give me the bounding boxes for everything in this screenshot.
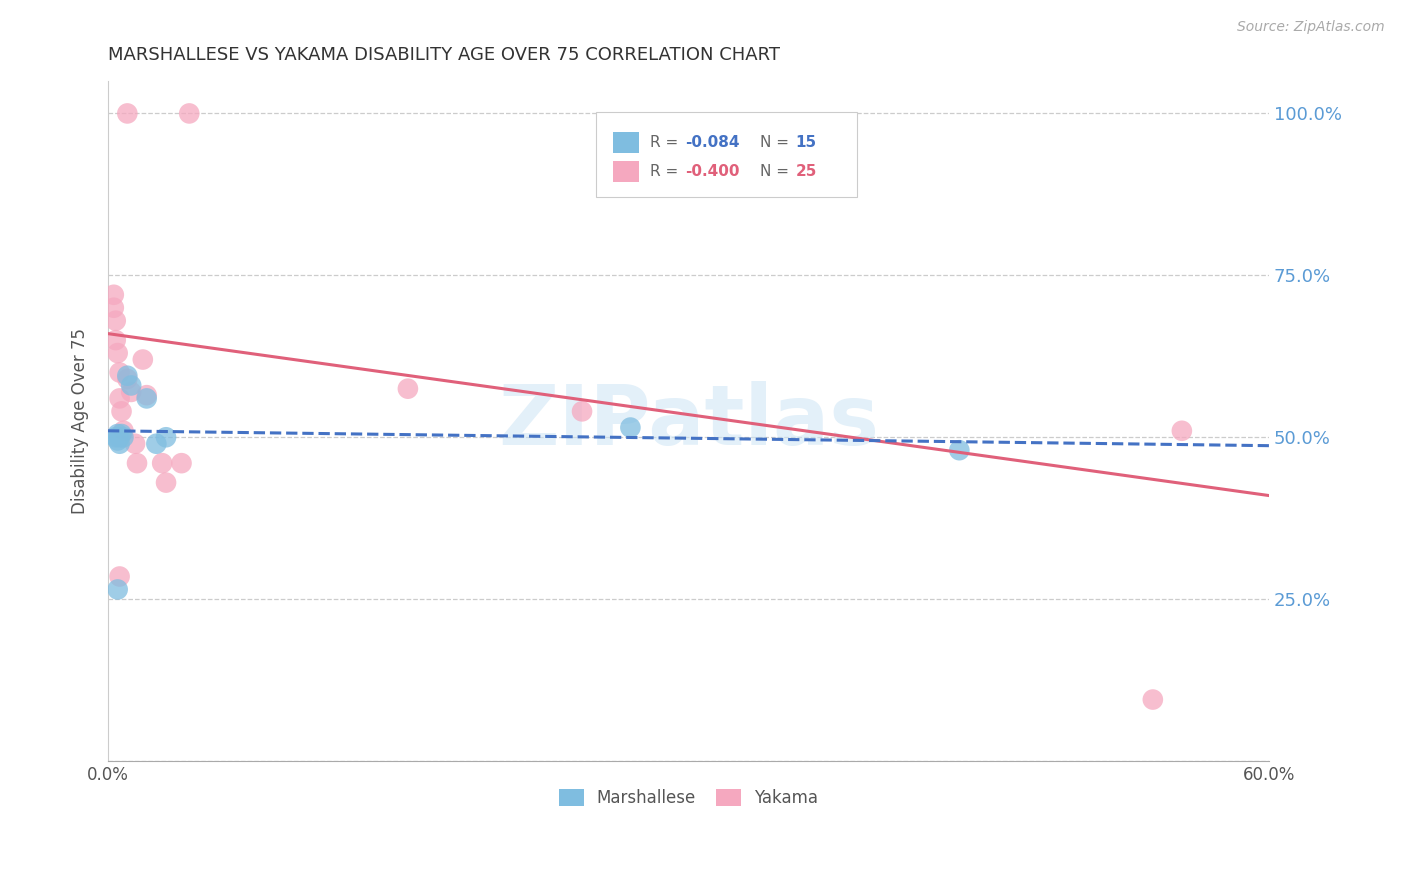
Text: ZIPatlas: ZIPatlas (498, 381, 879, 461)
Point (120, 384, 142, 399)
Point (104, 430, 127, 444)
Point (107, 346, 129, 360)
Text: 15: 15 (796, 135, 817, 150)
Point (108, 569, 131, 583)
Point (132, 352, 155, 367)
Point (120, 378, 142, 392)
Point (170, 456, 193, 470)
FancyBboxPatch shape (613, 132, 638, 153)
Point (155, 475, 177, 490)
Point (108, 430, 131, 444)
Text: MARSHALLESE VS YAKAMA DISABILITY AGE OVER 75 CORRELATION CHART: MARSHALLESE VS YAKAMA DISABILITY AGE OVE… (108, 46, 780, 64)
Point (948, 443, 970, 458)
Point (110, 404, 132, 418)
Point (1142, 692, 1164, 706)
Point (112, 430, 135, 444)
Text: R =: R = (650, 164, 683, 179)
Point (110, 427, 132, 442)
FancyBboxPatch shape (613, 161, 638, 182)
Point (155, 430, 177, 444)
Point (108, 366, 131, 380)
Point (571, 404, 593, 418)
Text: Source: ZipAtlas.com: Source: ZipAtlas.com (1237, 20, 1385, 34)
Point (135, 388, 157, 402)
Point (108, 436, 131, 450)
Point (619, 420, 641, 434)
Point (103, 287, 125, 301)
Point (108, 392, 131, 406)
Text: -0.400: -0.400 (685, 164, 740, 179)
Y-axis label: Disability Age Over 75: Disability Age Over 75 (72, 328, 89, 514)
Point (107, 434, 129, 448)
Point (117, 368, 139, 383)
Text: N =: N = (761, 164, 794, 179)
Point (396, 382, 419, 396)
Point (112, 424, 135, 438)
Point (145, 436, 167, 450)
Point (135, 392, 157, 406)
Point (1171, 424, 1194, 438)
FancyBboxPatch shape (596, 112, 856, 196)
Text: 25: 25 (796, 164, 817, 179)
Text: N =: N = (761, 135, 794, 150)
Point (103, 301, 125, 315)
Point (124, 436, 146, 450)
Point (107, 582, 129, 597)
Point (104, 333, 127, 347)
Point (117, 106, 139, 120)
Text: R =: R = (650, 135, 683, 150)
Point (107, 427, 129, 442)
Point (104, 314, 127, 328)
Point (117, 372, 139, 386)
Text: -0.084: -0.084 (685, 135, 740, 150)
Point (179, 106, 201, 120)
Point (125, 456, 148, 470)
Point (150, 456, 173, 470)
Legend: Marshallese, Yakama: Marshallese, Yakama (551, 782, 825, 814)
